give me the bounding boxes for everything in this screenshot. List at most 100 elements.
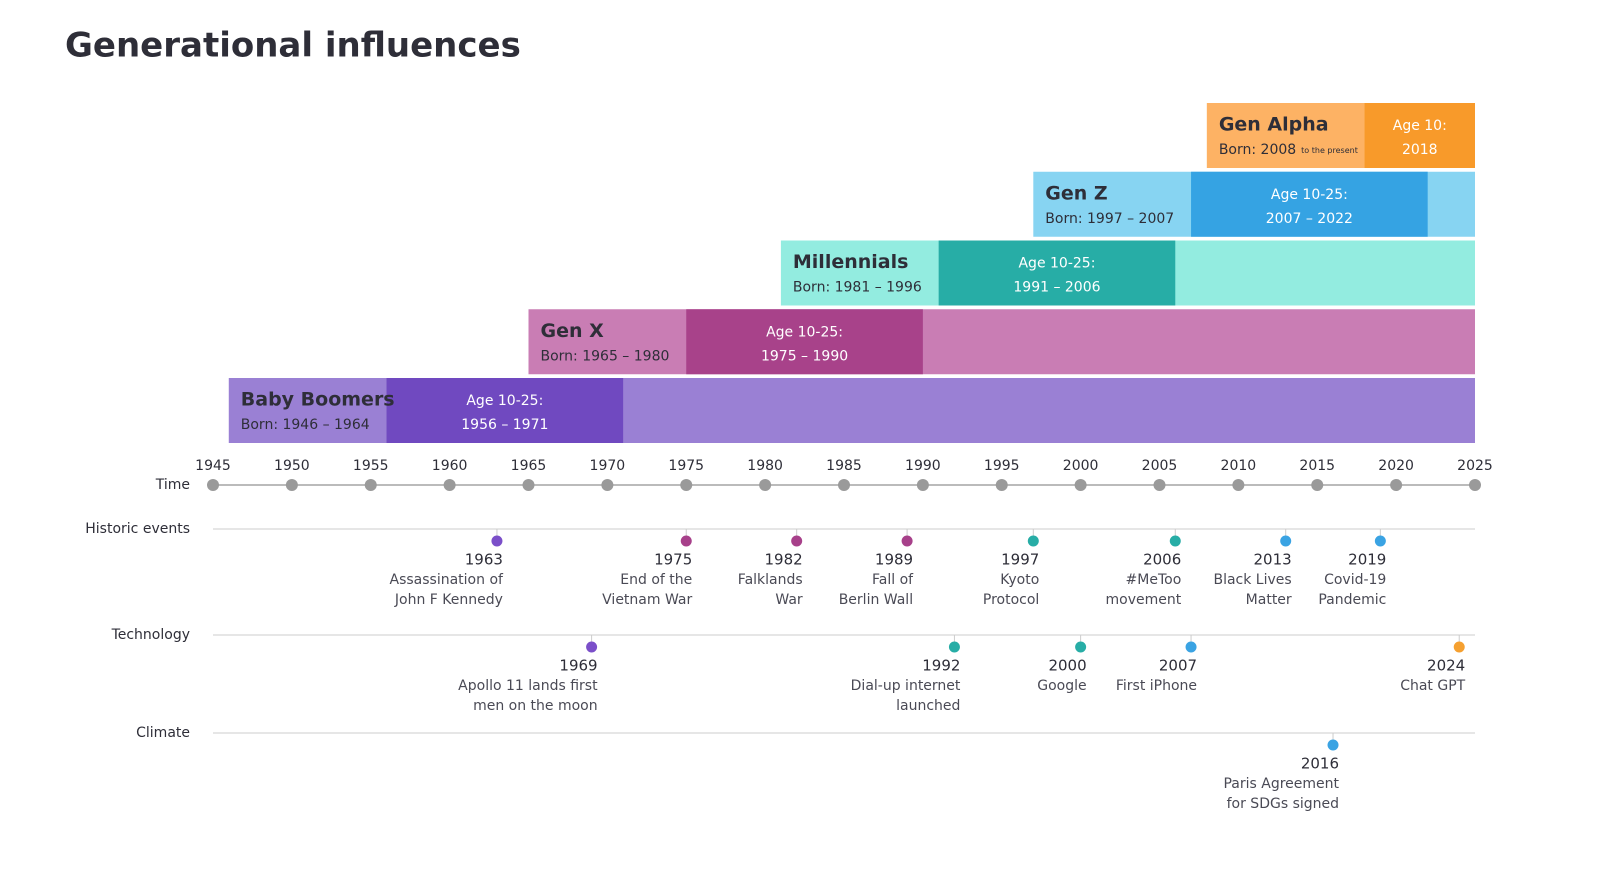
event-label: Assassination of bbox=[390, 572, 505, 588]
event-dot bbox=[1185, 641, 1197, 653]
age-label: Age 10: bbox=[1393, 118, 1447, 134]
born-range: Born: 2008 bbox=[1219, 142, 1296, 158]
age-range: 1991 – 2006 bbox=[1013, 280, 1100, 296]
born-label: Born: 1946 – 1964 bbox=[241, 417, 370, 433]
event-label: Google bbox=[1037, 678, 1086, 694]
event-dot bbox=[1327, 739, 1339, 751]
event-dot bbox=[1027, 535, 1039, 547]
age-range: 1975 – 1990 bbox=[761, 348, 848, 364]
event-dot bbox=[948, 641, 960, 653]
age-bar bbox=[686, 309, 923, 375]
x-tick-label: 1975 bbox=[668, 458, 704, 474]
event-year: 2013 bbox=[1254, 551, 1292, 569]
tick-mark bbox=[1469, 479, 1481, 491]
x-tick-label: 1970 bbox=[590, 458, 626, 474]
x-tick-label: 1960 bbox=[432, 458, 468, 474]
x-tick-label: 1985 bbox=[826, 458, 862, 474]
event-dot bbox=[680, 535, 692, 547]
event-dot bbox=[1453, 641, 1465, 653]
tick-mark bbox=[1311, 479, 1324, 491]
event-dot bbox=[1075, 641, 1087, 653]
event-year: 2024 bbox=[1427, 657, 1465, 675]
generation-name: Gen X bbox=[541, 320, 605, 342]
event-label: Protocol bbox=[983, 592, 1039, 608]
row-label: Climate bbox=[136, 725, 190, 741]
born-label: Born: 1997 – 2007 bbox=[1045, 211, 1174, 227]
event-year: 1992 bbox=[922, 657, 960, 675]
event-label: Paris Agreement bbox=[1223, 776, 1339, 792]
event-label: movement bbox=[1106, 592, 1182, 608]
event-year: 2000 bbox=[1048, 657, 1086, 675]
x-tick-label: 1945 bbox=[195, 458, 231, 474]
row-label: Technology bbox=[111, 627, 190, 643]
tick-mark bbox=[995, 479, 1008, 491]
tick-mark bbox=[1390, 479, 1403, 491]
tick-mark bbox=[1232, 479, 1245, 491]
born-label: Born: 1981 – 1996 bbox=[793, 280, 922, 296]
tick-mark bbox=[916, 479, 929, 491]
event-year: 2019 bbox=[1348, 551, 1386, 569]
x-tick-label: 1950 bbox=[274, 458, 310, 474]
x-tick-label: 2005 bbox=[1142, 458, 1178, 474]
age-range: 2018 bbox=[1402, 142, 1438, 158]
tick-mark bbox=[1153, 479, 1166, 491]
born-label: Born: 1965 – 1980 bbox=[541, 348, 670, 364]
event-label: Covid-19 bbox=[1324, 572, 1386, 588]
event-label: Falklands bbox=[738, 572, 803, 588]
tick-mark bbox=[443, 479, 456, 491]
tick-mark bbox=[759, 479, 772, 491]
tick-mark bbox=[364, 479, 377, 491]
event-label: for SDGs signed bbox=[1227, 796, 1339, 812]
event-label: Matter bbox=[1246, 592, 1292, 608]
event-dot bbox=[901, 535, 913, 547]
x-tick-label: 1980 bbox=[747, 458, 783, 474]
x-tick-label: 2025 bbox=[1457, 458, 1493, 474]
born-range: Born: 1981 – 1996 bbox=[793, 280, 922, 296]
born-range: Born: 1965 – 1980 bbox=[541, 348, 670, 364]
row-label: Historic events bbox=[85, 521, 190, 537]
age-range: 1956 – 1971 bbox=[461, 417, 548, 433]
event-label: Berlin Wall bbox=[839, 592, 913, 608]
tick-mark bbox=[207, 479, 219, 491]
born-range: Born: 1946 – 1964 bbox=[241, 417, 370, 433]
born-range: Born: 1997 – 2007 bbox=[1045, 211, 1174, 227]
generation-name: Gen Alpha bbox=[1219, 114, 1329, 136]
tick-mark bbox=[1074, 479, 1087, 491]
x-tick-label: 2000 bbox=[1063, 458, 1099, 474]
age-range: 2007 – 2022 bbox=[1266, 211, 1353, 227]
axis-label: Time bbox=[155, 477, 190, 493]
event-label: Vietnam War bbox=[602, 592, 692, 608]
event-dot bbox=[491, 535, 503, 547]
generation-bar bbox=[528, 309, 1475, 375]
event-dot bbox=[1280, 535, 1292, 547]
event-dot bbox=[586, 641, 598, 653]
event-year: 2006 bbox=[1143, 551, 1181, 569]
x-tick-label: 2020 bbox=[1378, 458, 1414, 474]
generation-name: Gen Z bbox=[1045, 182, 1107, 204]
event-label: John F Kennedy bbox=[394, 592, 503, 608]
age-label: Age 10-25: bbox=[1271, 187, 1348, 203]
tick-mark bbox=[601, 479, 614, 491]
event-label: First iPhone bbox=[1116, 678, 1197, 694]
event-label: Pandemic bbox=[1318, 592, 1386, 608]
event-label: Chat GPT bbox=[1400, 678, 1465, 694]
x-tick-label: 1955 bbox=[353, 458, 389, 474]
tick-mark bbox=[838, 479, 850, 491]
born-label: Born: 2008 to the present bbox=[1219, 142, 1358, 158]
event-year: 1997 bbox=[1001, 551, 1039, 569]
age-bar bbox=[1191, 171, 1428, 237]
age-bar bbox=[1364, 103, 1475, 168]
generation-name: Baby Boomers bbox=[241, 389, 395, 411]
x-tick-label: 2010 bbox=[1221, 458, 1257, 474]
event-dot bbox=[1374, 535, 1386, 547]
x-tick-label: 1995 bbox=[984, 458, 1020, 474]
tick-mark bbox=[522, 479, 535, 491]
event-label: End of the bbox=[620, 572, 692, 588]
event-year: 1989 bbox=[875, 551, 913, 569]
event-dot bbox=[791, 535, 803, 547]
event-dot bbox=[1169, 535, 1181, 547]
event-label: Apollo 11 lands first bbox=[458, 678, 598, 694]
x-tick-label: 2015 bbox=[1299, 458, 1335, 474]
event-label: Kyoto bbox=[1000, 572, 1039, 588]
